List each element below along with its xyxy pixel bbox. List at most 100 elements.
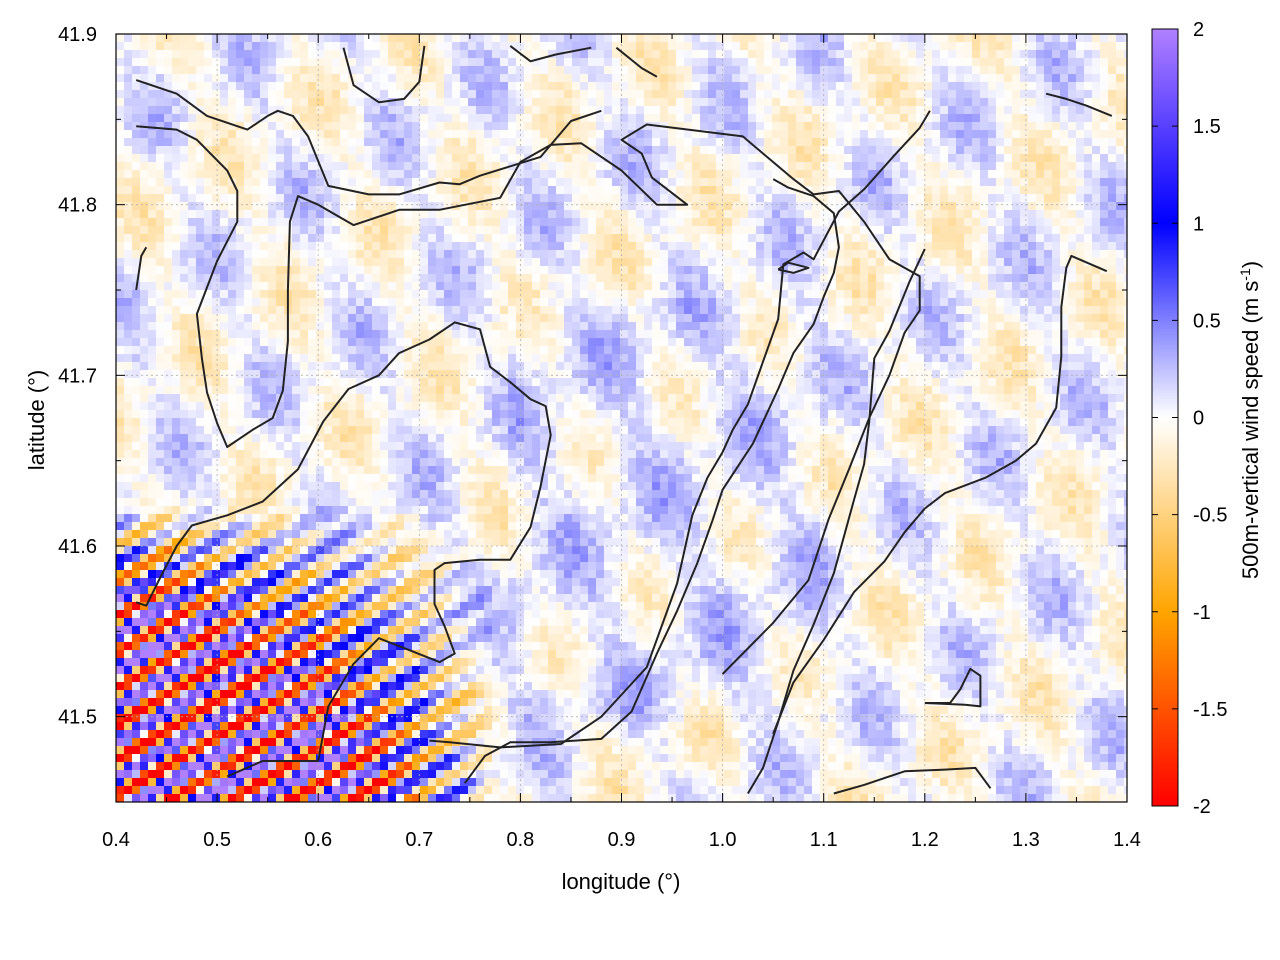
heatmap-cell <box>732 114 741 123</box>
heatmap-cell <box>748 90 757 99</box>
heatmap-cell <box>372 74 381 83</box>
heatmap-cell <box>1052 74 1061 83</box>
heatmap-cell <box>892 226 901 235</box>
heatmap-cell <box>596 282 605 291</box>
heatmap-cell <box>212 50 221 59</box>
heatmap-cell <box>908 314 917 323</box>
heatmap-cell <box>388 266 397 275</box>
heatmap-cell <box>876 58 885 67</box>
heatmap-cell <box>316 314 325 323</box>
heatmap-cell <box>660 274 669 283</box>
heatmap-cell <box>284 210 293 219</box>
heatmap-cell <box>836 330 845 339</box>
heatmap-cell <box>644 50 653 59</box>
heatmap-cell <box>924 234 933 243</box>
heatmap-cell <box>556 122 565 131</box>
heatmap-cell <box>492 66 501 75</box>
heatmap-cell <box>172 266 181 275</box>
heatmap-cell <box>964 314 973 323</box>
heatmap-cell <box>844 258 853 267</box>
heatmap-cell <box>732 50 741 59</box>
heatmap-cell <box>468 146 477 155</box>
heatmap-cell <box>668 82 677 91</box>
heatmap-cell <box>228 42 237 51</box>
heatmap-cell <box>1100 210 1109 219</box>
heatmap-cell <box>1028 210 1037 219</box>
heatmap-cell <box>892 146 901 155</box>
heatmap-cell <box>820 90 829 99</box>
heatmap-cell <box>300 186 309 195</box>
heatmap-cell <box>860 314 869 323</box>
heatmap-cell <box>564 242 573 251</box>
heatmap-cell <box>292 74 301 83</box>
heatmap-cell <box>1012 34 1021 43</box>
heatmap-cell <box>188 306 197 315</box>
heatmap-cell <box>500 42 509 51</box>
heatmap-cell <box>1092 290 1101 299</box>
heatmap-cell <box>212 170 221 179</box>
heatmap-cell <box>276 306 285 315</box>
heatmap-cell <box>556 66 565 75</box>
heatmap-cell <box>948 146 957 155</box>
heatmap-cell <box>1092 66 1101 75</box>
heatmap-cell <box>452 210 461 219</box>
heatmap-cell <box>356 242 365 251</box>
heatmap-cell <box>852 338 861 347</box>
heatmap-cell <box>1020 330 1029 339</box>
heatmap-cell <box>532 250 541 259</box>
heatmap-cell <box>668 106 677 115</box>
heatmap-cell <box>644 322 653 331</box>
heatmap-cell <box>188 218 197 227</box>
heatmap-cell <box>956 98 965 107</box>
heatmap-cell <box>516 314 525 323</box>
heatmap-cell <box>644 146 653 155</box>
heatmap-cell <box>532 42 541 51</box>
heatmap-cell <box>252 146 261 155</box>
heatmap-cell <box>236 154 245 163</box>
heatmap-cell <box>1116 194 1125 203</box>
heatmap-cell <box>332 266 341 275</box>
heatmap-cell <box>548 98 557 107</box>
heatmap-cell <box>428 202 437 211</box>
heatmap-cell <box>1076 306 1085 315</box>
heatmap-cell <box>156 218 165 227</box>
heatmap-cell <box>956 322 965 331</box>
heatmap-cell <box>540 90 549 99</box>
heatmap-cell <box>628 306 637 315</box>
heatmap-cell <box>988 74 997 83</box>
heatmap-cell <box>948 122 957 131</box>
heatmap-cell <box>284 346 293 355</box>
heatmap-cell <box>684 130 693 139</box>
heatmap-cell <box>700 234 709 243</box>
heatmap-cell <box>196 282 205 291</box>
heatmap-cell <box>572 298 581 307</box>
heatmap-cell <box>988 274 997 283</box>
heatmap-cell <box>204 314 213 323</box>
heatmap-cell <box>740 146 749 155</box>
heatmap-cell <box>276 58 285 67</box>
heatmap-cell <box>716 186 725 195</box>
heatmap-cell <box>1092 90 1101 99</box>
heatmap-cell <box>444 58 453 67</box>
heatmap-cell <box>324 186 333 195</box>
heatmap-cell <box>964 306 973 315</box>
heatmap-cell <box>172 234 181 243</box>
heatmap-cell <box>996 194 1005 203</box>
heatmap-cell <box>844 162 853 171</box>
heatmap-cell <box>180 74 189 83</box>
heatmap-cell <box>804 74 813 83</box>
heatmap-cell <box>884 194 893 203</box>
heatmap-cell <box>604 122 613 131</box>
heatmap-cell <box>1060 98 1069 107</box>
heatmap-cell <box>348 330 357 339</box>
heatmap-cell <box>980 122 989 131</box>
heatmap-cell <box>116 138 125 147</box>
heatmap-cell <box>668 274 677 283</box>
heatmap-cell <box>220 114 229 123</box>
heatmap-cell <box>972 42 981 51</box>
heatmap-cell <box>300 242 309 251</box>
heatmap-cell <box>852 194 861 203</box>
heatmap-cell <box>428 114 437 123</box>
heatmap-cell <box>148 130 157 139</box>
heatmap-cell <box>772 266 781 275</box>
